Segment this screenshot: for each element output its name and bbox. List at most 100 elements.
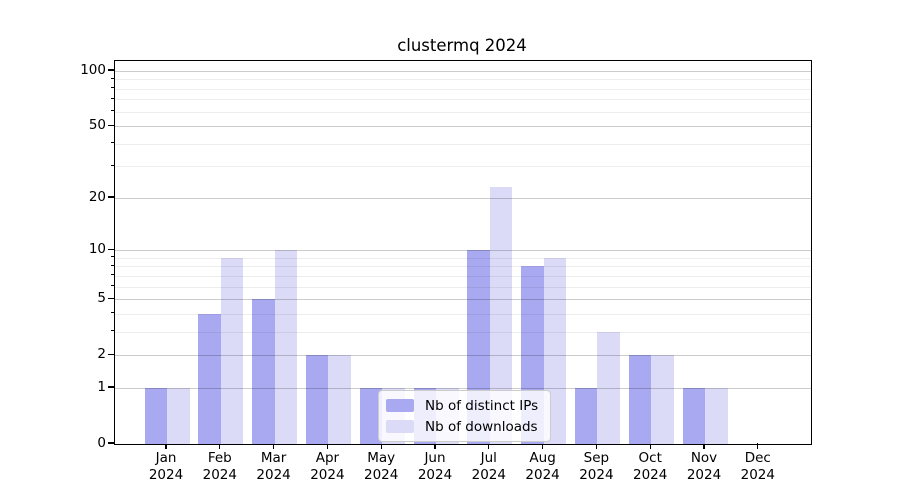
bar-jan-downloads <box>167 387 190 444</box>
bar-sep-distinct-ips <box>574 387 598 444</box>
y-tick-mark <box>108 196 114 198</box>
legend-item-downloads: Nb of downloads <box>386 417 538 436</box>
minor-gridline <box>115 88 811 90</box>
x-tick-label-jan: Jan 2024 <box>134 450 198 484</box>
x-tick-label-feb: Feb 2024 <box>188 450 252 484</box>
x-tick-label-line: Dec <box>744 450 771 466</box>
bar-feb-distinct-ips <box>198 313 221 444</box>
y-tick-label: 1 <box>97 378 106 395</box>
y-tick-label: 0 <box>97 435 106 451</box>
y-minor-tick-mark <box>110 164 114 166</box>
bar-nov-distinct-ips <box>682 387 705 444</box>
legend-label-downloads: Nb of downloads <box>425 418 538 435</box>
x-tick-label-line: Apr <box>315 450 340 466</box>
y-minor-tick-mark <box>110 77 114 79</box>
bar-nov-downloads <box>705 387 728 444</box>
x-tick-mark <box>595 443 597 449</box>
y-tick-label: 100 <box>80 62 106 78</box>
x-tick-label-line: Nov <box>690 450 718 466</box>
x-tick-label-line: 2024 <box>686 467 722 483</box>
y-minor-tick-mark <box>110 285 114 287</box>
x-tick-mark <box>326 443 328 449</box>
minor-gridline <box>115 313 811 315</box>
plot-area <box>114 60 812 445</box>
major-gridline <box>115 250 811 252</box>
x-tick-mark <box>219 443 221 449</box>
y-minor-tick-mark <box>110 330 114 332</box>
bar-jul-downloads <box>489 187 513 444</box>
x-tick-label-aug: Aug 2024 <box>511 450 575 484</box>
y-minor-tick-mark <box>110 264 114 266</box>
y-tick-mark <box>108 353 114 355</box>
minor-gridline <box>115 257 811 259</box>
y-tick-label: 50 <box>88 117 106 134</box>
y-minor-tick-mark <box>110 110 114 112</box>
minor-gridline <box>115 143 811 145</box>
x-tick-label-line: Feb <box>207 450 232 466</box>
x-tick-label-line: Oct <box>638 450 662 466</box>
x-tick-label-mar: Mar 2024 <box>242 450 306 484</box>
x-tick-label-line: 2024 <box>417 467 453 483</box>
y-tick-mark <box>108 442 114 444</box>
minor-gridline <box>115 275 811 277</box>
major-gridline <box>115 197 811 199</box>
x-tick-mark <box>434 443 436 449</box>
y-tick-mark <box>108 386 114 388</box>
y-tick-mark <box>108 297 114 299</box>
bar-may-distinct-ips <box>359 387 383 444</box>
x-tick-label-line: 2024 <box>525 467 560 483</box>
x-tick-label-line: 2024 <box>471 467 506 483</box>
x-tick-label-line: 2024 <box>740 467 775 483</box>
bar-oct-downloads <box>651 355 674 444</box>
bar-oct-distinct-ips <box>628 355 652 444</box>
bar-sep-downloads <box>597 331 620 444</box>
y-minor-tick-mark <box>110 256 114 258</box>
x-tick-mark <box>488 443 490 449</box>
x-tick-label-nov: Nov 2024 <box>672 450 736 484</box>
bar-apr-downloads <box>328 355 351 444</box>
major-gridline <box>115 387 811 389</box>
x-tick-label-line: 2024 <box>310 467 345 483</box>
minor-gridline <box>115 111 811 113</box>
x-tick-label-line: 2024 <box>364 467 399 483</box>
major-gridline <box>115 126 811 128</box>
y-tick-mark <box>108 248 114 250</box>
legend-swatch-downloads-icon <box>386 420 414 433</box>
minor-gridline <box>115 286 811 288</box>
x-tick-label-line: May <box>367 450 396 466</box>
x-tick-label-line: 2024 <box>202 467 237 483</box>
x-tick-label-line: Aug <box>529 450 556 466</box>
x-tick-label-dec: Dec 2024 <box>726 450 790 484</box>
x-tick-mark <box>273 443 275 449</box>
x-tick-mark <box>165 443 167 449</box>
x-tick-label-jun: Jun 2024 <box>403 450 467 484</box>
x-tick-label-line: 2024 <box>256 467 291 483</box>
y-tick-mark <box>108 124 114 126</box>
minor-gridline <box>115 266 811 268</box>
y-minor-tick-mark <box>110 97 114 99</box>
x-tick-label-line: Jun <box>424 450 446 466</box>
chart-title: clustermq 2024 <box>397 36 527 55</box>
y-tick-label: 20 <box>88 188 106 205</box>
bar-apr-distinct-ips <box>305 355 329 444</box>
y-tick-label: 2 <box>97 346 106 363</box>
x-tick-label-line: 2024 <box>579 467 614 483</box>
x-tick-label-jul: Jul 2024 <box>457 450 521 484</box>
y-tick-mark <box>108 69 114 71</box>
x-tick-mark <box>542 443 544 449</box>
bar-mar-distinct-ips <box>252 299 275 444</box>
x-tick-label-line: Sep <box>583 450 610 466</box>
legend-swatch-distinct-ips-icon <box>386 399 414 412</box>
minor-gridline <box>115 79 811 81</box>
x-tick-label-sep: Sep 2024 <box>564 450 628 484</box>
x-tick-label-line: Jul <box>480 450 497 466</box>
bar-jan-distinct-ips <box>144 387 167 444</box>
x-tick-mark <box>649 443 651 449</box>
x-tick-mark <box>380 443 382 449</box>
minor-gridline <box>115 166 811 168</box>
legend-label-distinct-ips: Nb of distinct IPs <box>425 397 539 414</box>
y-minor-tick-mark <box>110 87 114 89</box>
legend-item-distinct-ips: Nb of distinct IPs <box>386 396 538 415</box>
y-minor-tick-mark <box>110 142 114 144</box>
x-tick-label-line: 2024 <box>148 467 184 483</box>
